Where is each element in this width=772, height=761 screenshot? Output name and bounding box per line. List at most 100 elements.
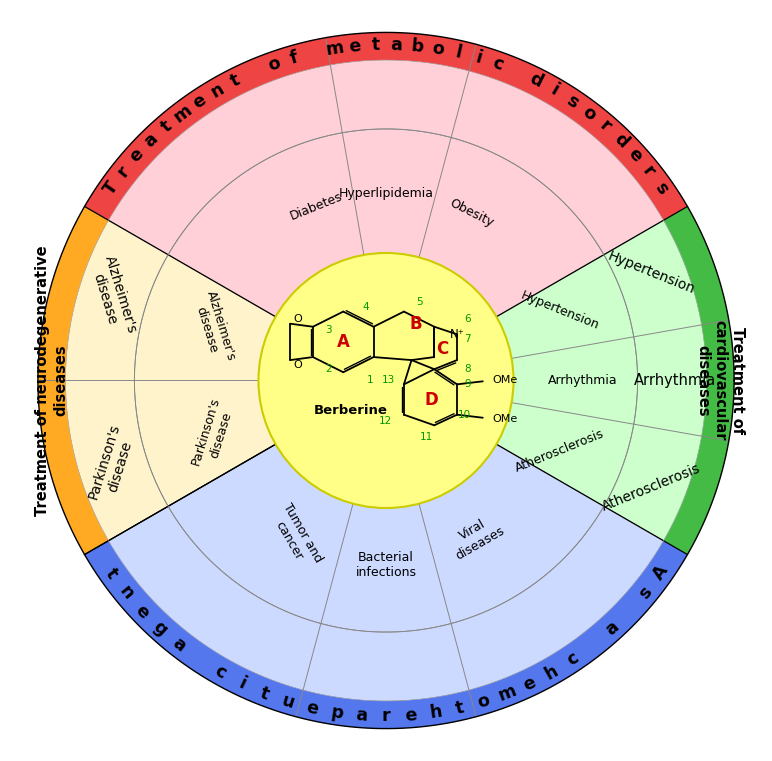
Text: Alzheimer's
disease: Alzheimer's disease — [86, 254, 139, 340]
Text: Viral
diseases: Viral diseases — [445, 511, 506, 562]
Polygon shape — [38, 206, 108, 555]
Text: Treatment of
cardiovascular
diseases: Treatment of cardiovascular diseases — [696, 320, 745, 441]
Text: f: f — [287, 48, 300, 68]
Text: Arrhythmia: Arrhythmia — [635, 373, 716, 388]
Polygon shape — [108, 60, 664, 255]
Text: Hypertension: Hypertension — [519, 288, 601, 332]
Text: p: p — [329, 702, 344, 722]
Text: Obesity: Obesity — [447, 197, 496, 230]
Text: e: e — [348, 37, 361, 56]
Text: N⁺: N⁺ — [449, 328, 465, 341]
Text: e: e — [132, 601, 153, 622]
Polygon shape — [496, 255, 638, 506]
Text: r: r — [113, 162, 134, 180]
Text: 12: 12 — [379, 416, 392, 425]
Text: a: a — [169, 634, 189, 655]
Text: c: c — [564, 649, 582, 670]
Text: h: h — [428, 702, 443, 722]
Circle shape — [259, 253, 513, 508]
Text: Parkinson's
disease: Parkinson's disease — [86, 422, 138, 506]
Text: d: d — [527, 69, 546, 91]
Text: c: c — [212, 662, 229, 683]
Text: t: t — [454, 699, 466, 718]
Text: Hyperlipidemia: Hyperlipidemia — [338, 186, 434, 199]
Text: Atherosclerosis: Atherosclerosis — [513, 427, 606, 475]
Text: r: r — [381, 707, 391, 725]
Text: 9: 9 — [464, 380, 471, 390]
Text: d: d — [610, 129, 631, 151]
Polygon shape — [134, 255, 276, 506]
Text: 8: 8 — [464, 365, 471, 374]
Text: D: D — [425, 390, 438, 409]
Text: 3: 3 — [325, 325, 331, 335]
Polygon shape — [85, 541, 687, 728]
Text: t: t — [228, 71, 243, 91]
Text: m: m — [170, 100, 195, 126]
Text: i: i — [547, 81, 562, 100]
Polygon shape — [168, 129, 604, 317]
Text: o: o — [266, 53, 283, 75]
Polygon shape — [108, 506, 664, 701]
Text: e: e — [520, 673, 539, 695]
Text: t: t — [258, 683, 272, 703]
Text: OMe: OMe — [492, 414, 517, 424]
Text: e: e — [625, 145, 645, 166]
Text: B: B — [410, 315, 422, 333]
Text: 4: 4 — [363, 302, 369, 312]
Text: A: A — [650, 562, 672, 584]
Text: Treatment of neurodegenerative
diseases: Treatment of neurodegenerative diseases — [36, 245, 68, 516]
Text: Parkinson's
disease: Parkinson's disease — [190, 396, 237, 471]
Text: m: m — [324, 39, 344, 59]
Text: 10: 10 — [458, 409, 471, 419]
Text: Hypertension: Hypertension — [605, 250, 697, 298]
Text: b: b — [410, 37, 424, 56]
Polygon shape — [664, 206, 734, 555]
Polygon shape — [66, 220, 168, 541]
Text: e: e — [190, 91, 210, 112]
Text: g: g — [150, 618, 171, 639]
Text: a: a — [601, 618, 622, 639]
Text: s: s — [651, 179, 672, 197]
Text: Atherosclerosis: Atherosclerosis — [600, 461, 703, 514]
Text: 1: 1 — [367, 375, 374, 385]
Text: o: o — [431, 39, 445, 59]
Text: o: o — [579, 103, 599, 124]
Text: n: n — [115, 582, 137, 603]
Text: Tumor and
cancer: Tumor and cancer — [267, 501, 324, 572]
Text: i: i — [473, 48, 484, 67]
Text: OMe: OMe — [492, 375, 517, 385]
Text: r: r — [638, 162, 659, 180]
Text: t: t — [101, 565, 120, 581]
Text: t: t — [157, 117, 176, 136]
Text: l: l — [453, 43, 463, 62]
Polygon shape — [168, 444, 604, 632]
Text: a: a — [141, 130, 162, 151]
Polygon shape — [604, 220, 706, 541]
Text: e: e — [127, 145, 147, 166]
Text: s: s — [636, 583, 656, 603]
Text: C: C — [435, 340, 448, 358]
Text: t: t — [371, 36, 380, 54]
Text: Berberine: Berberine — [314, 403, 388, 416]
Text: Diabetes: Diabetes — [287, 190, 344, 223]
Text: 13: 13 — [382, 375, 395, 385]
Text: s: s — [563, 91, 581, 112]
Text: h: h — [542, 661, 562, 683]
Text: m: m — [496, 682, 519, 705]
Text: i: i — [235, 674, 249, 693]
Text: c: c — [490, 54, 506, 75]
Text: T: T — [100, 178, 122, 198]
Text: Bacterial
infections: Bacterial infections — [355, 551, 417, 579]
Text: n: n — [208, 79, 227, 101]
Text: Alzheimer's
disease: Alzheimer's disease — [189, 289, 237, 367]
Text: 5: 5 — [416, 298, 422, 307]
Text: e: e — [405, 706, 418, 724]
Text: r: r — [596, 116, 615, 136]
Text: u: u — [279, 691, 296, 712]
Text: o: o — [476, 691, 492, 712]
Text: a: a — [354, 706, 367, 724]
Polygon shape — [85, 33, 687, 220]
Text: O: O — [293, 314, 302, 324]
Text: 6: 6 — [464, 314, 471, 324]
Text: O: O — [293, 360, 302, 370]
